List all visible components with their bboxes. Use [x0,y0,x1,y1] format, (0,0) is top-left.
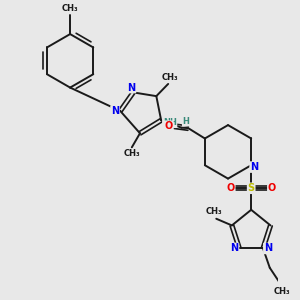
Text: NH: NH [163,118,177,127]
Text: O: O [226,183,235,193]
Text: CH₃: CH₃ [162,74,178,82]
Text: N: N [111,106,119,116]
Text: S: S [248,183,255,193]
Text: CH₃: CH₃ [273,287,290,296]
Text: O: O [165,121,173,131]
Text: H: H [183,116,190,125]
Text: N: N [250,162,258,172]
Text: O: O [268,183,276,193]
Text: CH₃: CH₃ [62,4,78,13]
Text: CH₃: CH₃ [206,207,223,216]
Text: N: N [264,244,272,254]
Text: N: N [230,244,238,254]
Text: CH₃: CH₃ [124,149,140,158]
Text: N: N [128,82,136,93]
